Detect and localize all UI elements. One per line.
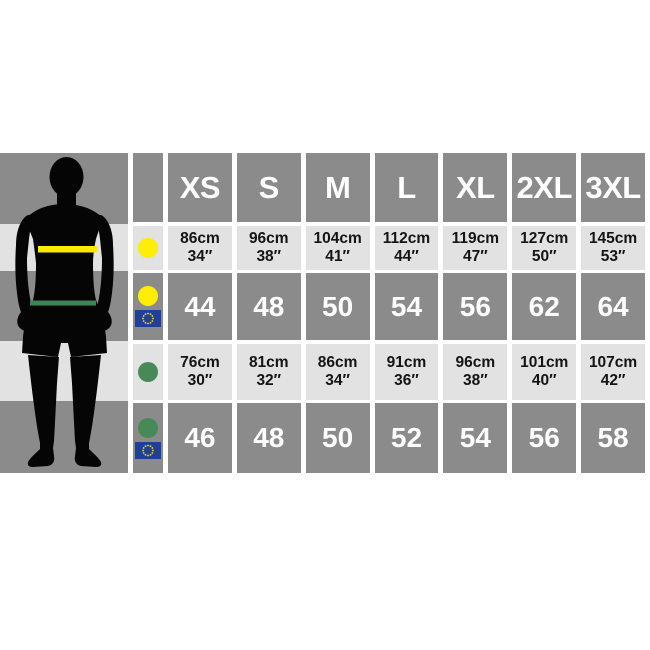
waist-measurement-cell: 107cm 42″ bbox=[581, 343, 645, 400]
waist-eu-size-cell: 58 bbox=[581, 403, 645, 473]
chest-marker-icon bbox=[138, 286, 158, 306]
chest-eu-size-cell: 54 bbox=[374, 273, 439, 340]
waist-cm-value: 81cm bbox=[248, 354, 289, 371]
waist-eu-size-cell: 46 bbox=[168, 403, 232, 473]
eu-flag-icon bbox=[135, 441, 161, 459]
chest-measurement-cell: 145cm 53″ bbox=[581, 225, 645, 270]
body-silhouette bbox=[15, 157, 114, 467]
chest-in-value: 44″ bbox=[394, 247, 419, 265]
waist-in-value: 34″ bbox=[325, 371, 350, 389]
shorts-shape bbox=[22, 300, 107, 357]
right-leg-shape bbox=[70, 355, 102, 467]
chest-in-value: 50″ bbox=[531, 247, 557, 265]
waist-in-value: 36″ bbox=[394, 371, 419, 389]
chest-cm-value: 104cm bbox=[313, 230, 362, 247]
chest-marker-cell bbox=[133, 225, 163, 270]
chest-marker-icon bbox=[138, 237, 158, 258]
waist-eu-marker-cell bbox=[133, 403, 163, 473]
waist-cm-value: 76cm bbox=[180, 354, 220, 371]
waist-eu-size-cell: 52 bbox=[374, 403, 439, 473]
chest-cm-value: 112cm bbox=[382, 230, 431, 247]
chest-in-value: 41″ bbox=[325, 247, 350, 265]
right-arm-shape bbox=[91, 214, 114, 332]
chest-eu-size-cell: 56 bbox=[443, 273, 508, 340]
chest-in-value: 53″ bbox=[600, 247, 626, 265]
left-leg-shape bbox=[27, 355, 59, 467]
waist-eu-size-cell: 50 bbox=[305, 403, 370, 473]
size-table-grid: XS S M L XL 2XL 3XL 86cm 34″ 96cm 38″ 10… bbox=[0, 153, 650, 473]
figure-column bbox=[0, 153, 128, 473]
waist-in-value: 32″ bbox=[256, 371, 282, 389]
chest-eu-size-cell: 62 bbox=[512, 273, 577, 340]
waist-marker-cell bbox=[133, 343, 163, 400]
chest-cm-value: 96cm bbox=[248, 230, 289, 247]
chest-cm-value: 145cm bbox=[588, 230, 638, 247]
waist-measurement-cell: 86cm 34″ bbox=[305, 343, 370, 400]
waist-cm-value: 96cm bbox=[455, 354, 496, 371]
size-column-header-xs: XS bbox=[168, 153, 232, 222]
waist-cm-value: 107cm bbox=[588, 354, 638, 371]
chest-measurement-cell: 104cm 41″ bbox=[305, 225, 370, 270]
waist-in-value: 40″ bbox=[531, 371, 557, 389]
waist-cm-value: 101cm bbox=[520, 354, 569, 371]
waist-marker-icon bbox=[138, 361, 158, 382]
waist-measurement-cell: 91cm 36″ bbox=[374, 343, 439, 400]
waist-eu-size-cell: 54 bbox=[443, 403, 508, 473]
figure-background-stripe bbox=[0, 401, 128, 473]
chest-cm-value: 119cm bbox=[451, 230, 500, 247]
neck-shape bbox=[57, 187, 76, 207]
icon-column-header bbox=[133, 153, 163, 222]
waist-marker-icon bbox=[138, 417, 158, 438]
waist-eu-size-cell: 48 bbox=[236, 403, 301, 473]
waist-measurement-cell: 96cm 38″ bbox=[443, 343, 508, 400]
left-arm-shape bbox=[15, 214, 38, 332]
chest-measurement-cell: 119cm 47″ bbox=[443, 225, 508, 270]
size-column-header-2xl: 2XL bbox=[512, 153, 577, 222]
chest-measurement-cell: 127cm 50″ bbox=[512, 225, 577, 270]
chest-in-value: 34″ bbox=[187, 247, 213, 265]
size-column-header-m: M bbox=[305, 153, 370, 222]
chest-line bbox=[38, 246, 97, 253]
chest-cm-value: 86cm bbox=[180, 230, 220, 247]
chest-eu-size-cell: 64 bbox=[581, 273, 645, 340]
chest-eu-size-cell: 44 bbox=[168, 273, 232, 340]
waist-in-value: 42″ bbox=[600, 371, 626, 389]
chest-measurement-cell: 86cm 34″ bbox=[168, 225, 232, 270]
waist-measurement-cell: 81cm 32″ bbox=[236, 343, 301, 400]
waist-eu-size-cell: 56 bbox=[512, 403, 577, 473]
size-column-header-s: S bbox=[236, 153, 301, 222]
waist-in-value: 38″ bbox=[463, 371, 488, 389]
waist-line bbox=[30, 300, 96, 306]
waist-cm-value: 86cm bbox=[317, 354, 358, 371]
chest-eu-size-cell: 50 bbox=[305, 273, 370, 340]
chest-eu-size-cell: 48 bbox=[236, 273, 301, 340]
eu-flag-icon bbox=[135, 310, 161, 327]
chest-eu-marker-cell bbox=[133, 273, 163, 340]
chest-measurement-cell: 112cm 44″ bbox=[374, 225, 439, 270]
waist-measurement-cell: 76cm 30″ bbox=[168, 343, 232, 400]
size-column-header-xl: XL bbox=[443, 153, 508, 222]
waist-measurement-cell: 101cm 40″ bbox=[512, 343, 577, 400]
chest-cm-value: 127cm bbox=[520, 230, 569, 247]
chest-in-value: 38″ bbox=[256, 247, 282, 265]
size-column-header-3xl: 3XL bbox=[581, 153, 645, 222]
chest-measurement-cell: 96cm 38″ bbox=[236, 225, 301, 270]
chest-in-value: 47″ bbox=[463, 247, 488, 265]
waist-cm-value: 91cm bbox=[386, 354, 427, 371]
size-column-header-l: L bbox=[374, 153, 439, 222]
waist-in-value: 30″ bbox=[187, 371, 213, 389]
